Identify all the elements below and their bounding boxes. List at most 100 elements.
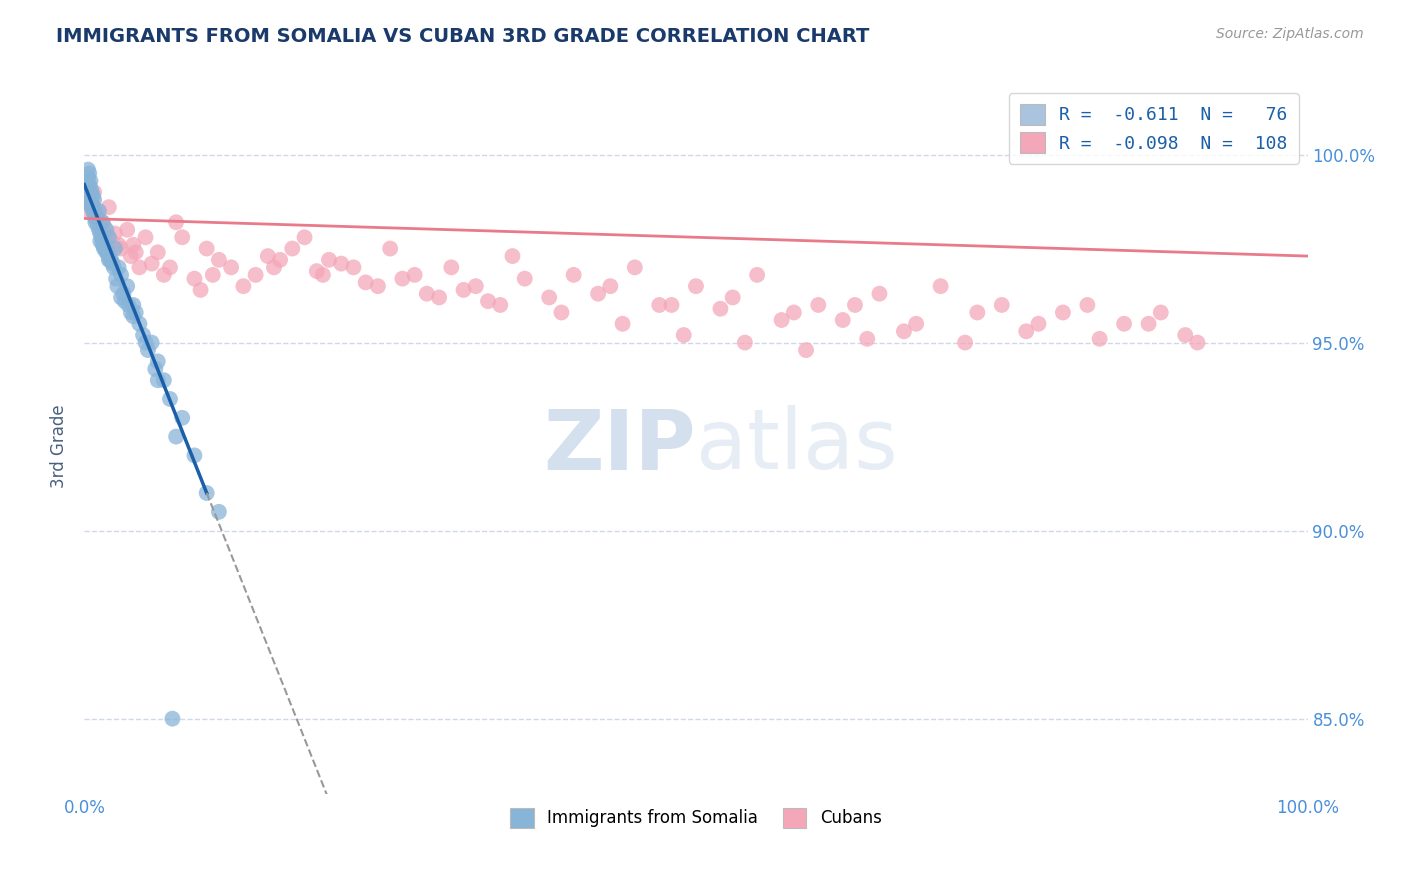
Point	[87, 223, 110, 237]
Point	[1076, 298, 1098, 312]
Point	[128, 317, 150, 331]
Point	[79, 193, 101, 207]
Point	[685, 279, 707, 293]
Point	[550, 305, 572, 319]
Point	[101, 257, 124, 271]
Legend: Immigrants from Somalia, Cubans: Immigrants from Somalia, Cubans	[503, 802, 889, 834]
Point	[83, 203, 105, 218]
Point	[391, 271, 413, 285]
Point	[562, 268, 585, 282]
Point	[103, 260, 125, 275]
Point	[153, 373, 176, 387]
Point	[97, 245, 120, 260]
Point	[770, 313, 793, 327]
Point	[80, 185, 103, 199]
Point	[77, 181, 100, 195]
Point	[128, 260, 150, 275]
Point	[294, 230, 316, 244]
Point	[91, 237, 114, 252]
Point	[440, 260, 463, 275]
Point	[219, 260, 242, 275]
Point	[135, 335, 157, 350]
Point	[844, 298, 866, 312]
Point	[380, 242, 402, 256]
Point	[105, 279, 128, 293]
Point	[1015, 324, 1038, 338]
Point	[232, 279, 254, 293]
Point	[77, 162, 100, 177]
Point	[94, 242, 117, 256]
Point	[201, 268, 224, 282]
Point	[146, 245, 169, 260]
Point	[367, 279, 389, 293]
Point	[120, 305, 142, 319]
Point	[1028, 317, 1050, 331]
Point	[82, 189, 104, 203]
Point	[80, 200, 103, 214]
Point	[100, 252, 122, 267]
Point	[84, 215, 107, 229]
Point	[82, 200, 104, 214]
Point	[82, 203, 104, 218]
Point	[856, 332, 879, 346]
Point	[98, 252, 121, 267]
Point	[612, 317, 634, 331]
Point	[502, 249, 524, 263]
Point	[91, 234, 114, 248]
Point	[83, 185, 105, 199]
Y-axis label: 3rd Grade: 3rd Grade	[51, 404, 69, 488]
Point	[172, 410, 194, 425]
Point	[146, 373, 169, 387]
Point	[110, 268, 132, 282]
Point	[104, 227, 127, 241]
Point	[79, 174, 101, 188]
Point	[89, 215, 111, 229]
Point	[80, 200, 103, 214]
Point	[190, 283, 212, 297]
Point	[97, 249, 120, 263]
Point	[1174, 328, 1197, 343]
Point	[80, 196, 103, 211]
Point	[427, 290, 450, 304]
Point	[79, 196, 101, 211]
Point	[648, 298, 671, 312]
Point	[330, 257, 353, 271]
Point	[257, 249, 280, 263]
Point	[183, 271, 205, 285]
Point	[86, 211, 108, 226]
Point	[783, 305, 806, 319]
Point	[122, 298, 145, 312]
Point	[96, 223, 118, 237]
Point	[807, 298, 830, 312]
Point	[132, 328, 155, 343]
Point	[77, 203, 100, 218]
Point	[90, 215, 112, 229]
Point	[953, 335, 976, 350]
Point	[125, 245, 148, 260]
Point	[80, 196, 103, 211]
Point	[1150, 305, 1173, 319]
Point	[77, 166, 100, 180]
Point	[586, 286, 609, 301]
Point	[991, 298, 1014, 312]
Point	[208, 505, 231, 519]
Point	[195, 242, 218, 256]
Point	[84, 208, 107, 222]
Point	[661, 298, 683, 312]
Point	[120, 249, 142, 263]
Point	[305, 264, 328, 278]
Point	[89, 227, 111, 241]
Point	[159, 260, 181, 275]
Point	[195, 486, 218, 500]
Point	[90, 230, 112, 244]
Point	[79, 181, 101, 195]
Point	[416, 286, 439, 301]
Point	[312, 268, 335, 282]
Point	[125, 305, 148, 319]
Point	[91, 215, 114, 229]
Point	[538, 290, 561, 304]
Point	[966, 305, 988, 319]
Point	[117, 298, 139, 312]
Point	[87, 203, 110, 218]
Point	[97, 230, 120, 244]
